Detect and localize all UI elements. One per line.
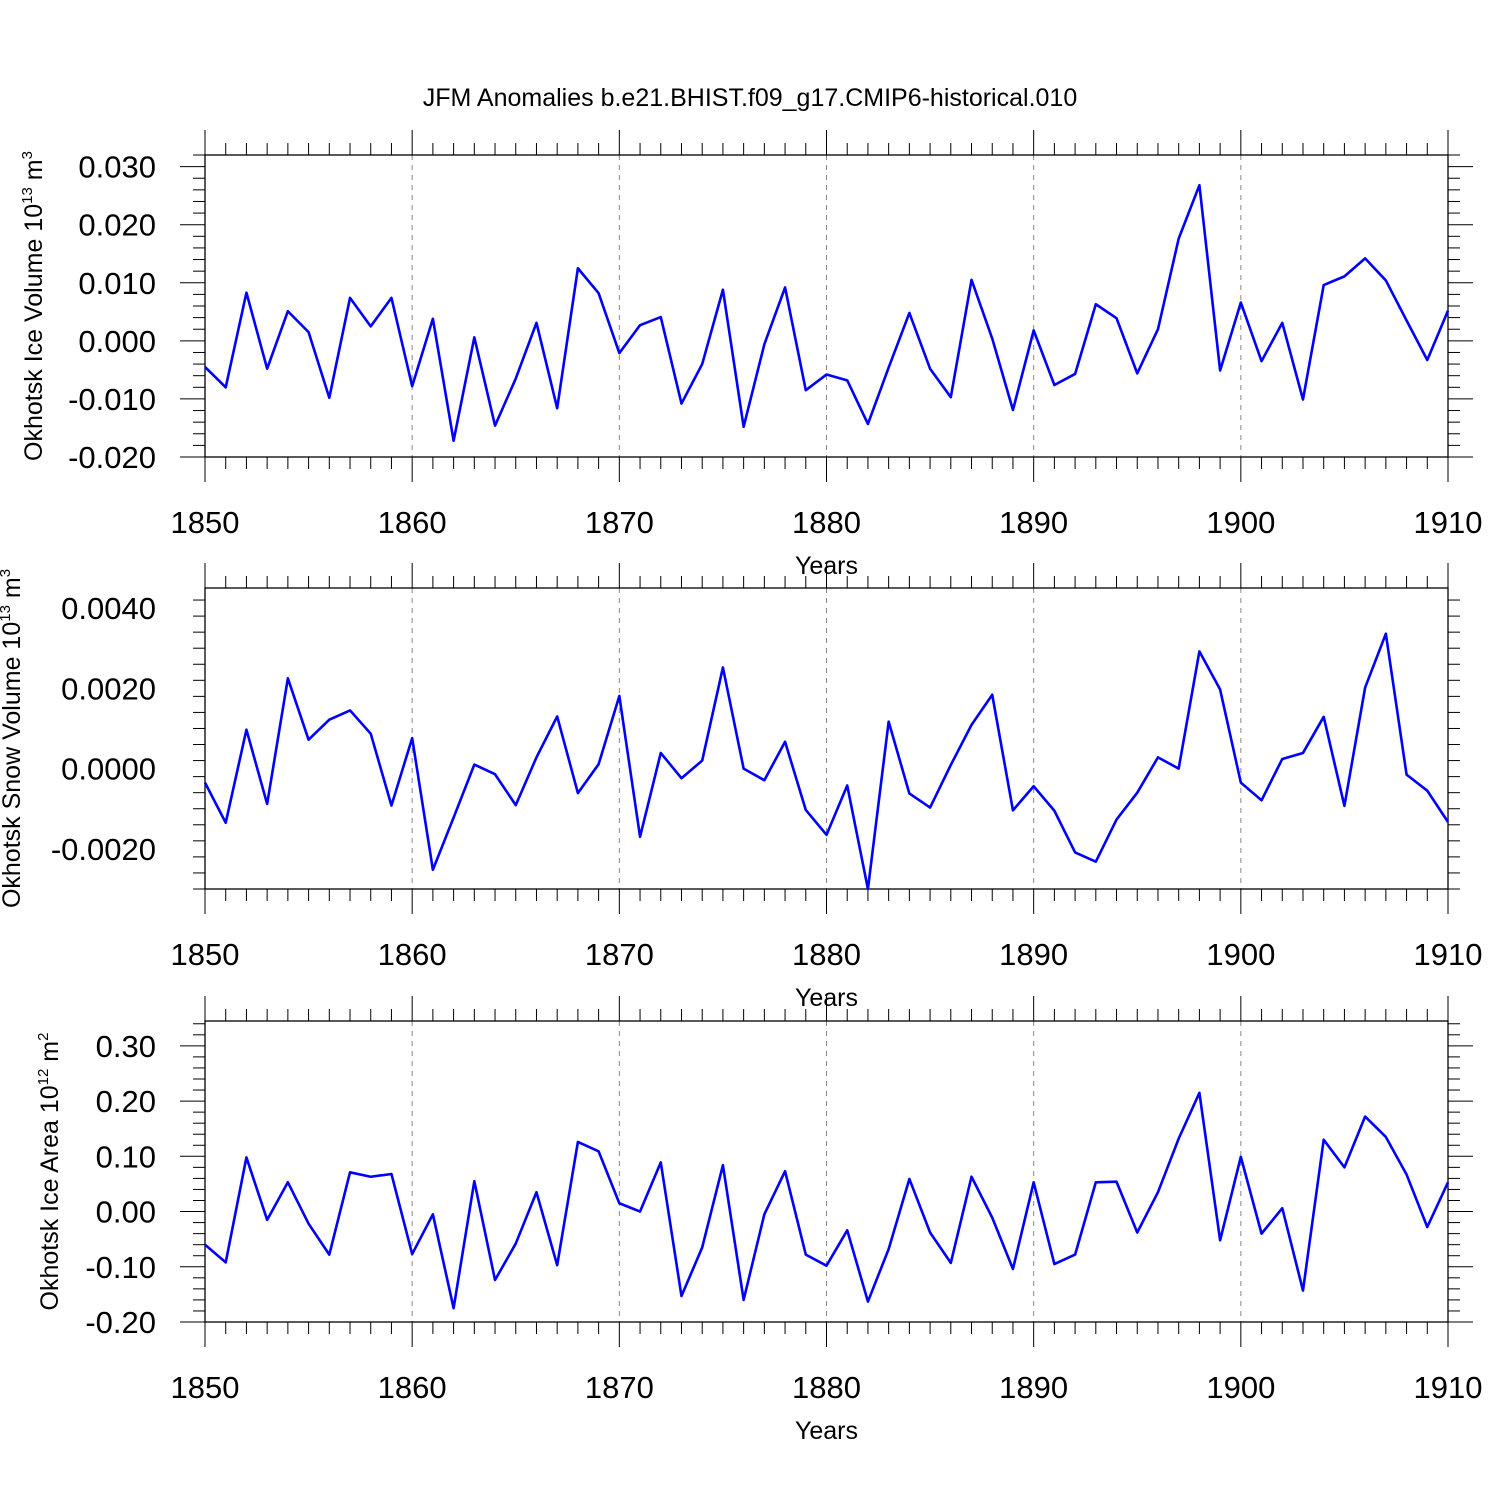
x-tick-label: 1910: [1414, 937, 1483, 972]
x-tick-label: 1850: [171, 505, 240, 540]
y-tick-label: 0.00: [96, 1195, 156, 1230]
y-tick-label: 0.030: [78, 150, 156, 185]
x-tick-label: 1870: [585, 937, 654, 972]
x-tick-label: 1890: [999, 1370, 1068, 1405]
panels: -0.020 -0.010 0.000 0.010 0.020 0.030 1850 1860…: [0, 130, 1482, 1445]
y-tick-label: 0.020: [78, 208, 156, 243]
x-tick-label: 1900: [1206, 1370, 1275, 1405]
panel-3: -0.20 -0.10 0.00 0.10 0.20 0.30 1850 1860 1870 18…: [35, 996, 1482, 1445]
y-axis-label: Okhotsk Ice Volume 1013 m3: [19, 151, 48, 461]
x-tick-label: 1890: [999, 505, 1068, 540]
x-tick-label: 1910: [1414, 505, 1483, 540]
y-tick-label: -0.010: [68, 382, 156, 417]
x-axis-label: Years: [795, 1417, 858, 1445]
y-tick-label: 0.0040: [61, 591, 156, 626]
y-axis-label: Okhotsk Ice Area 1012 m2: [35, 1033, 64, 1311]
y-tick-label: -0.20: [85, 1305, 156, 1340]
y-tick-label: -0.0020: [51, 832, 156, 867]
x-tick-label: 1860: [378, 505, 447, 540]
x-tick-label: 1910: [1414, 1370, 1483, 1405]
x-tick-label: 1850: [171, 1370, 240, 1405]
series-line-1: [204, 183, 1450, 443]
y-tick-label: 0.010: [78, 266, 156, 301]
y-tick-label: 0.20: [96, 1084, 156, 1119]
series-line-1: [203, 632, 1450, 891]
y-tick-label: 0.30: [96, 1029, 156, 1064]
x-tick-label: 1880: [792, 505, 861, 540]
y-axis-label: Okhotsk Snow Volume 1013 m3: [0, 569, 26, 908]
x-tick-label: 1890: [999, 937, 1068, 972]
x-tick-label: 1880: [792, 1370, 861, 1405]
series-line-1: [204, 1091, 1450, 1310]
x-tick-label: 1850: [171, 937, 240, 972]
x-tick-label: 1870: [585, 1370, 654, 1405]
y-tick-label: -0.10: [85, 1250, 156, 1285]
x-tick-label: 1900: [1206, 937, 1275, 972]
chart-title: JFM Anomalies b.e21.BHIST.f09_g17.CMIP6-…: [423, 84, 1077, 112]
y-tick-label: 0.0020: [61, 671, 156, 706]
x-tick-label: 1870: [585, 505, 654, 540]
x-tick-label: 1860: [378, 937, 447, 972]
y-tick-label: 0.10: [96, 1139, 156, 1174]
panel-2: -0.0020 0.0000 0.0020 0.0040 1850 1860 1870 188…: [0, 563, 1482, 1012]
y-tick-label: 0.0000: [61, 752, 156, 787]
x-tick-label: 1900: [1206, 505, 1275, 540]
y-tick-label: -0.020: [68, 440, 156, 475]
x-tick-label: 1860: [378, 1370, 447, 1405]
panel-1: -0.020 -0.010 0.000 0.010 0.020 0.030 1850 1860…: [19, 130, 1482, 580]
y-tick-label: 0.000: [78, 324, 156, 359]
x-tick-label: 1880: [792, 937, 861, 972]
